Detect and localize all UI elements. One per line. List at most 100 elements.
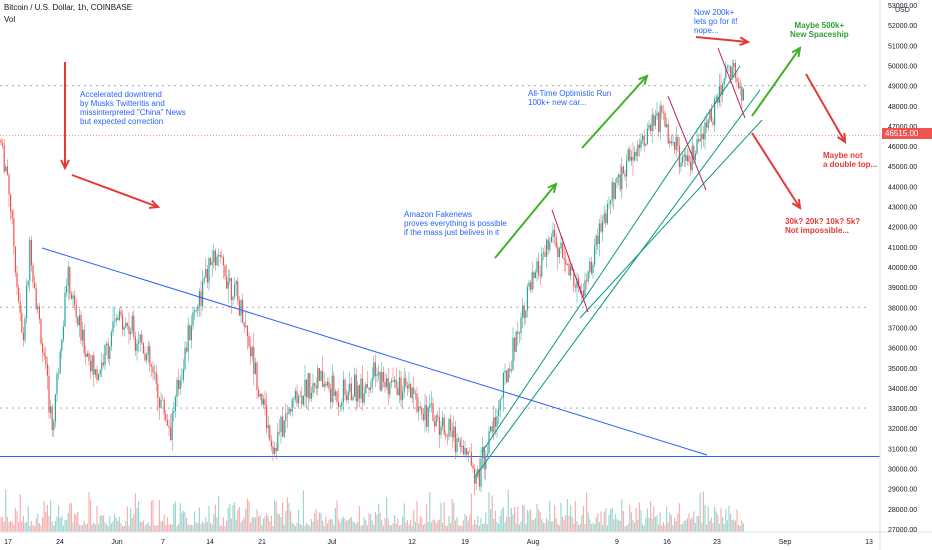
candle-body xyxy=(179,380,181,390)
y-tick-label: 53000.00 xyxy=(888,3,917,10)
candle-body xyxy=(507,368,509,383)
volume-bar xyxy=(307,524,309,532)
candle-body xyxy=(506,370,508,383)
candle-body xyxy=(232,296,234,300)
candle-body xyxy=(312,383,314,393)
volume-bar xyxy=(427,521,429,532)
volume-bar xyxy=(102,515,104,532)
volume-bar xyxy=(187,524,189,532)
candle-body xyxy=(382,372,384,382)
volume-bar xyxy=(248,500,250,532)
volume-bar xyxy=(45,512,47,532)
candle-body xyxy=(454,426,456,452)
candle-body xyxy=(342,379,344,403)
candle-body xyxy=(568,263,570,276)
volume-bar xyxy=(379,513,381,532)
candle-body xyxy=(133,315,135,337)
volume-bar xyxy=(566,499,568,532)
volume-bar xyxy=(251,517,253,532)
volume-bar xyxy=(742,523,744,532)
candle-body xyxy=(430,403,432,405)
volume-bar xyxy=(477,515,479,532)
candle-body xyxy=(18,287,20,302)
candle-body xyxy=(166,420,168,426)
volume-bar xyxy=(650,500,652,532)
y-tick-label: 37000.00 xyxy=(888,325,917,332)
volume-bar xyxy=(725,508,727,532)
volume-bar xyxy=(643,525,645,532)
candle-body xyxy=(254,362,256,374)
candle-body xyxy=(426,405,428,427)
time-axis[interactable]: 17 24 Jun 7 14 21 Jul 12 19 Aug 9 16 23 Sep 13 xyxy=(4,539,873,546)
y-tick-label: 45000.00 xyxy=(888,164,917,171)
candle-body xyxy=(406,385,408,389)
volume-bar xyxy=(93,522,95,532)
volume-bar xyxy=(563,520,565,532)
volume-bar xyxy=(250,522,252,532)
candle-body xyxy=(38,306,40,320)
candle-body xyxy=(16,272,18,288)
volume-bar xyxy=(706,524,708,532)
candle-body xyxy=(358,385,360,399)
candle-body xyxy=(235,281,237,285)
volume-bar xyxy=(478,525,480,532)
x-tick-label: 16 xyxy=(663,539,671,546)
candle-body xyxy=(70,293,72,299)
candle-body xyxy=(491,426,493,432)
candle-body xyxy=(328,381,330,389)
candle-body xyxy=(114,321,116,322)
volume-bar xyxy=(390,525,392,532)
volume-bar xyxy=(40,525,42,532)
price-axis[interactable]: 27000.00 28000.00 29000.00 30000.00 31000.00… xyxy=(888,3,917,534)
candle-body xyxy=(586,280,588,282)
candle-body xyxy=(720,86,722,95)
volume-bar xyxy=(19,494,21,532)
candle-body xyxy=(397,387,399,396)
volume-bar xyxy=(227,507,229,532)
candle-body xyxy=(493,417,495,432)
volume-bar xyxy=(315,509,317,532)
volume-bar xyxy=(408,524,410,532)
volume-bar xyxy=(738,524,740,532)
candle-body xyxy=(677,136,679,146)
candle-body xyxy=(46,364,48,376)
candle-body xyxy=(64,292,66,327)
candle-body xyxy=(272,446,274,454)
volume-bar xyxy=(166,517,168,532)
candle-body xyxy=(34,282,36,288)
candle-body xyxy=(258,389,260,397)
candle-body xyxy=(394,379,396,383)
candle-body xyxy=(136,343,138,351)
candle-body xyxy=(610,200,612,204)
candle-body xyxy=(325,384,327,386)
volume-bar xyxy=(549,500,551,532)
volume-bar xyxy=(686,518,688,532)
volume-bar xyxy=(531,519,533,532)
volume-bar xyxy=(146,524,148,532)
candle-body xyxy=(360,378,362,399)
volume-bar xyxy=(582,506,584,532)
candle-body xyxy=(734,63,736,79)
y-tick-label: 32000.00 xyxy=(888,426,917,433)
candle-body xyxy=(362,378,364,403)
volume-bar xyxy=(0,517,2,532)
volume-bar xyxy=(24,522,26,532)
candle-body xyxy=(438,417,440,435)
volume-bar xyxy=(158,500,160,532)
candle-body xyxy=(146,354,148,361)
volume-bar xyxy=(421,517,423,532)
y-tick-label: 50000.00 xyxy=(888,63,917,70)
candle-body xyxy=(619,174,621,190)
volume-bar xyxy=(619,521,621,532)
volume-bar xyxy=(22,515,24,532)
candle-body xyxy=(11,211,13,219)
candle-body xyxy=(582,290,584,297)
volume-bar xyxy=(98,524,100,532)
volume-bar xyxy=(696,515,698,532)
candle-body xyxy=(629,149,631,161)
volume-bar xyxy=(69,503,71,532)
candle-body xyxy=(685,154,687,161)
volume-bar xyxy=(91,524,93,532)
volume-bar xyxy=(578,524,580,532)
